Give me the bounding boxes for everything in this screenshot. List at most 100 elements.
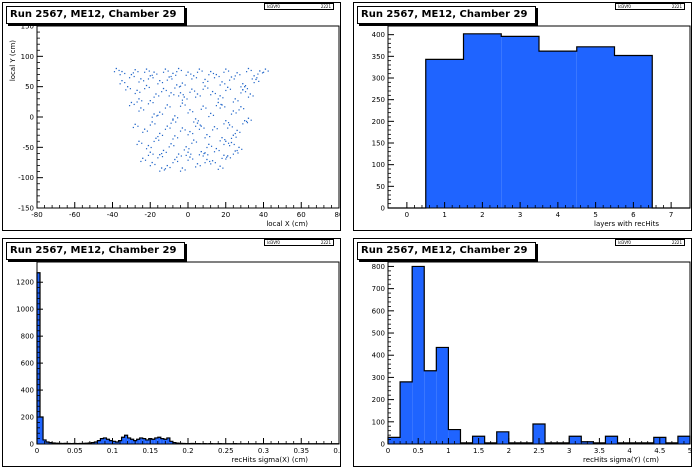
y-tick-label: 800: [372, 263, 385, 271]
scatter-point: [143, 109, 145, 111]
scatter-point: [136, 143, 138, 146]
scatter-point: [202, 155, 204, 157]
scatter-point: [170, 92, 172, 94]
x-tick-label: 0.5: [413, 447, 424, 455]
scatter-point: [224, 139, 226, 141]
scatter-point: [212, 114, 215, 116]
scatter-point: [255, 78, 257, 81]
y-axis-title: local Y (cm): [9, 40, 17, 81]
x-tick-label: 6: [631, 211, 636, 219]
scatter-point: [151, 121, 153, 123]
histogram-bar: [400, 381, 413, 444]
scatter-point: [227, 155, 229, 157]
y-tick-label: 600: [372, 307, 385, 315]
scatter-point: [142, 131, 144, 133]
histogram-bar: [448, 429, 461, 444]
scatter-point: [233, 78, 235, 80]
scatter-point: [238, 109, 240, 111]
scatter-point: [251, 78, 253, 80]
scatter-point: [173, 94, 175, 96]
scatter-point: [147, 144, 150, 147]
scatter-point: [172, 138, 174, 140]
scatter-point: [223, 123, 225, 125]
y-tick-label: 150: [21, 23, 34, 31]
scatter-point: [215, 105, 217, 107]
scatter-point: [190, 73, 192, 75]
scatter-point: [176, 156, 178, 158]
scatter-point: [143, 80, 145, 82]
scatter-point: [166, 104, 168, 106]
scatter-point: [190, 153, 192, 155]
scatter-point: [184, 129, 186, 131]
scatter-point: [232, 101, 234, 103]
scatter-point: [181, 99, 184, 101]
scatter-point: [242, 123, 244, 125]
x-tick-label: -40: [107, 211, 118, 219]
scatter-point: [227, 122, 230, 124]
y-tick-label: 200: [372, 118, 385, 126]
y-tick-label: 1200: [16, 279, 34, 287]
scatter-point: [230, 76, 233, 78]
y-tick-label: -100: [18, 174, 34, 182]
scatter-point: [191, 88, 193, 90]
scatter-point: [179, 170, 182, 172]
scatter-point: [210, 70, 212, 73]
scatter-point: [252, 95, 254, 97]
scatter-point: [267, 70, 269, 72]
scatter-point: [149, 151, 151, 153]
scatter-point: [246, 71, 248, 73]
scatter-point: [149, 100, 151, 102]
stats-box-1-right: 2221: [320, 4, 331, 9]
histogram-bar: [501, 36, 539, 209]
y-tick-label: 300: [372, 374, 385, 382]
histogram-bar: [112, 441, 116, 444]
histogram-bar: [576, 46, 615, 208]
scatter-point: [247, 67, 250, 70]
scatter-point: [158, 139, 160, 141]
stats-box-3-right: 2221: [320, 240, 331, 245]
scatter-point: [232, 153, 234, 155]
scatter-point: [250, 69, 252, 72]
x-tick-label: 5: [688, 447, 692, 455]
scatter-point: [138, 98, 140, 100]
panel-4: 0 0.5 1 1.5 2 2.5 3 3.5 4 4.5 5 0 100 200 300 400 500 600…: [353, 238, 692, 467]
scatter-point: [170, 143, 172, 145]
scatter-point: [159, 111, 161, 113]
scatter-point: [124, 82, 126, 84]
scatter-point: [154, 163, 156, 166]
scatter-point: [180, 155, 182, 157]
scatter-point: [203, 127, 205, 129]
scatter-point: [253, 75, 255, 77]
scatter-point: [206, 158, 208, 161]
scatter-point: [175, 74, 177, 76]
scatter-point: [158, 95, 160, 97]
scatter-point: [213, 151, 216, 153]
scatter-point: [240, 86, 242, 88]
scatter-point: [151, 116, 153, 118]
scatter-point: [161, 82, 164, 84]
scatter-point: [235, 136, 237, 138]
scatter-point: [195, 125, 197, 127]
panel-1: -80 -60 -40 -20 0 20 40 60 80 -150 -100 -50 0 50 100 15…: [2, 2, 341, 231]
scatter-point: [220, 103, 222, 106]
scatter-point: [212, 129, 214, 131]
scatter-point: [230, 137, 233, 139]
scatter-point: [226, 156, 228, 158]
scatter-point: [174, 158, 176, 161]
scatter-point: [149, 75, 151, 77]
x-tick-label: 0.25: [218, 447, 234, 455]
scatter-point: [174, 135, 176, 137]
histogram-bar: [412, 266, 425, 444]
scatter-point: [178, 95, 180, 97]
scatter-point: [212, 72, 215, 75]
chart-2: 0 1 2 3 4 5 6 7 0 50 100 150 200 250 300 350 400 layers w…: [353, 2, 692, 231]
y-tick-label: 250: [372, 96, 385, 104]
histogram-bar: [388, 437, 401, 444]
x-tick-label: 0: [405, 211, 409, 219]
x-tick-label: -20: [145, 211, 156, 219]
scatter-point: [176, 160, 179, 163]
histogram-bar: [614, 55, 653, 208]
scatter-point: [161, 134, 164, 136]
scatter-point: [152, 77, 154, 79]
scatter-point: [147, 154, 150, 156]
